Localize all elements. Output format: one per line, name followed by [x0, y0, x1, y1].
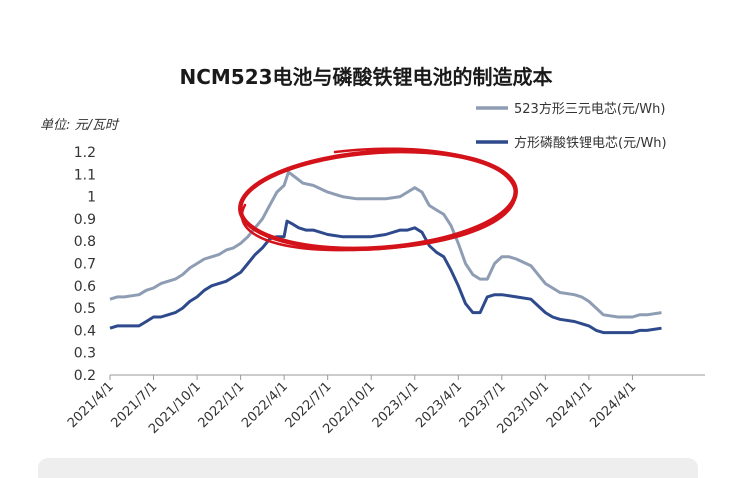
- y-tick-label: 1.2: [74, 145, 96, 161]
- series-line-lfp: [109, 219, 662, 335]
- x-tick-label: 2021/4/1: [65, 379, 117, 431]
- y-tick-label: 0.9: [74, 212, 96, 228]
- legend-label-lfp: 方形磷酸铁锂电芯(元/Wh): [514, 135, 667, 151]
- y-tick-label: 0.4: [74, 323, 96, 339]
- y-tick-label: 0.5: [74, 301, 96, 317]
- legend: 523方形三元电芯(元/Wh) 方形磷酸铁锂电芯(元/Wh): [476, 101, 667, 151]
- legend-label-ncm: 523方形三元电芯(元/Wh): [514, 101, 665, 117]
- series-layer: [109, 170, 662, 335]
- x-tick-label: 2024/4/1: [587, 379, 639, 431]
- highlight-circle-annotation: [238, 147, 518, 252]
- y-tick-label: 0.7: [74, 257, 96, 273]
- y-tick-label: 0.6: [74, 279, 96, 295]
- y-axis: 1.2 1.1 1 0.9 0.8 0.7 0.6 0.5 0.4 0.3 0.2: [74, 145, 96, 384]
- y-tick-label: 1: [87, 190, 96, 206]
- y-tick-label: 1.1: [74, 167, 96, 183]
- bottom-panel: [38, 458, 698, 478]
- unit-label: 单位: 元/瓦时: [40, 117, 120, 133]
- chart-title: NCM523电池与磷酸铁锂电池的制造成本: [179, 65, 552, 89]
- y-tick-label: 0.8: [74, 234, 96, 250]
- x-tick-label: 2022/1/1: [196, 379, 248, 431]
- x-tick-label: 2022/4/1: [239, 379, 291, 431]
- x-tick-label: 2024/1/1: [544, 379, 596, 431]
- x-tick-label: 2023/1/1: [370, 379, 422, 431]
- x-tick-label: 2023/4/1: [413, 379, 465, 431]
- y-tick-label: 0.3: [74, 346, 96, 362]
- y-tick-label: 0.2: [74, 368, 96, 384]
- x-axis: 2021/4/12021/7/12021/10/12022/1/12022/4/…: [65, 375, 639, 437]
- series-line-ncm523: [109, 170, 662, 319]
